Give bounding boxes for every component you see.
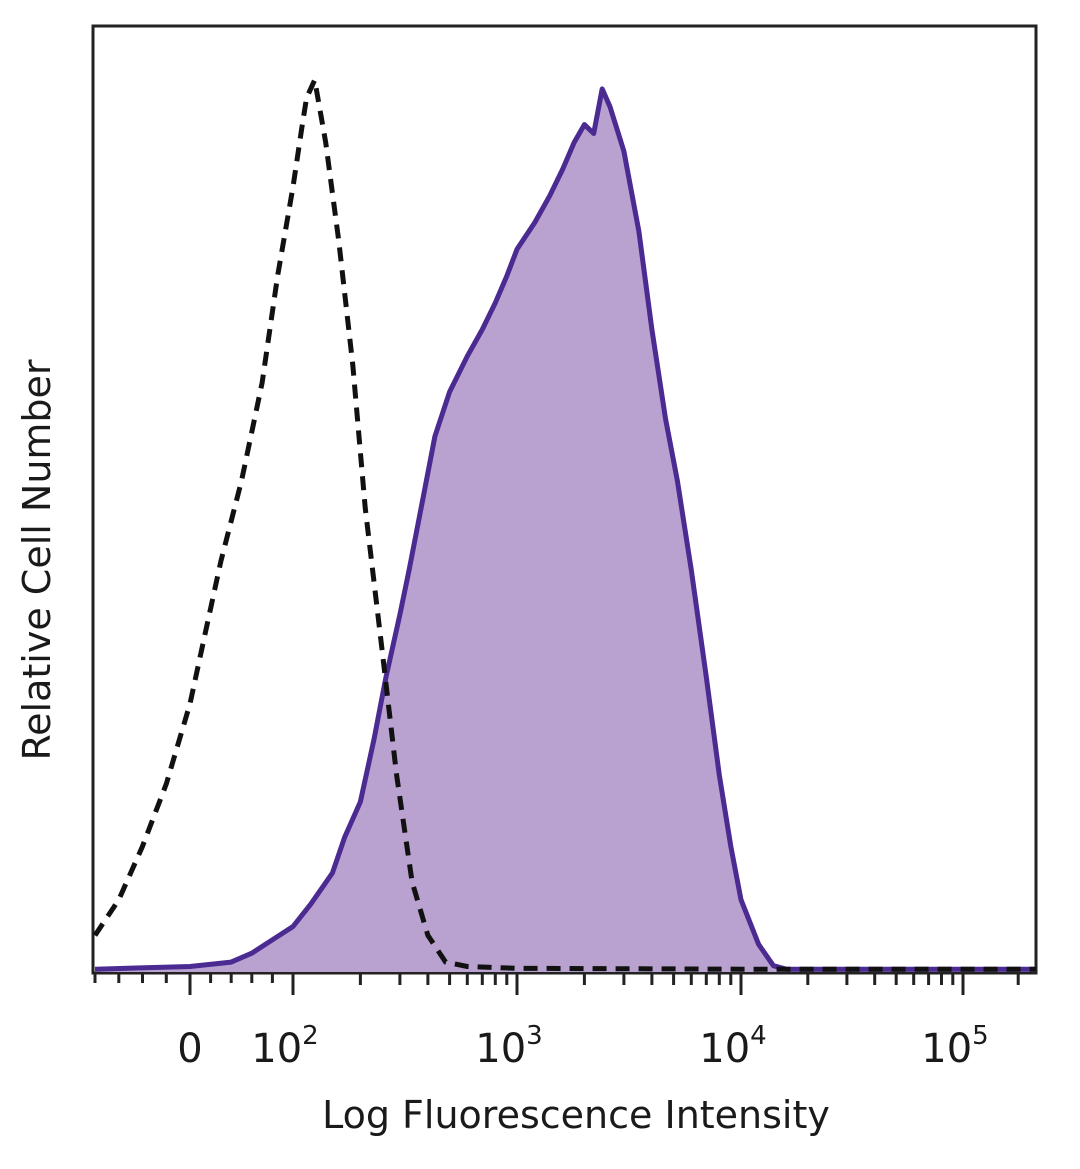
- x-tick-label: 103: [475, 1021, 542, 1072]
- y-axis-label: Relative Cell Number: [15, 359, 59, 760]
- x-tick-label: 102: [251, 1021, 318, 1072]
- series-0-line: [92, 77, 1036, 972]
- x-tick-label: 0: [177, 1026, 202, 1072]
- x-tick-label: 105: [921, 1021, 988, 1072]
- series-1-area: [95, 88, 1036, 972]
- series-layer: [92, 77, 1036, 972]
- x-tick-label: 104: [699, 1021, 766, 1072]
- x-axis-label: Log Fluorescence Intensity: [322, 1093, 830, 1137]
- series-1-line: [94, 86, 1036, 972]
- tick-labels-layer: 0 102 103 104 105: [177, 1021, 988, 1072]
- ticks-layer: [93, 973, 1020, 995]
